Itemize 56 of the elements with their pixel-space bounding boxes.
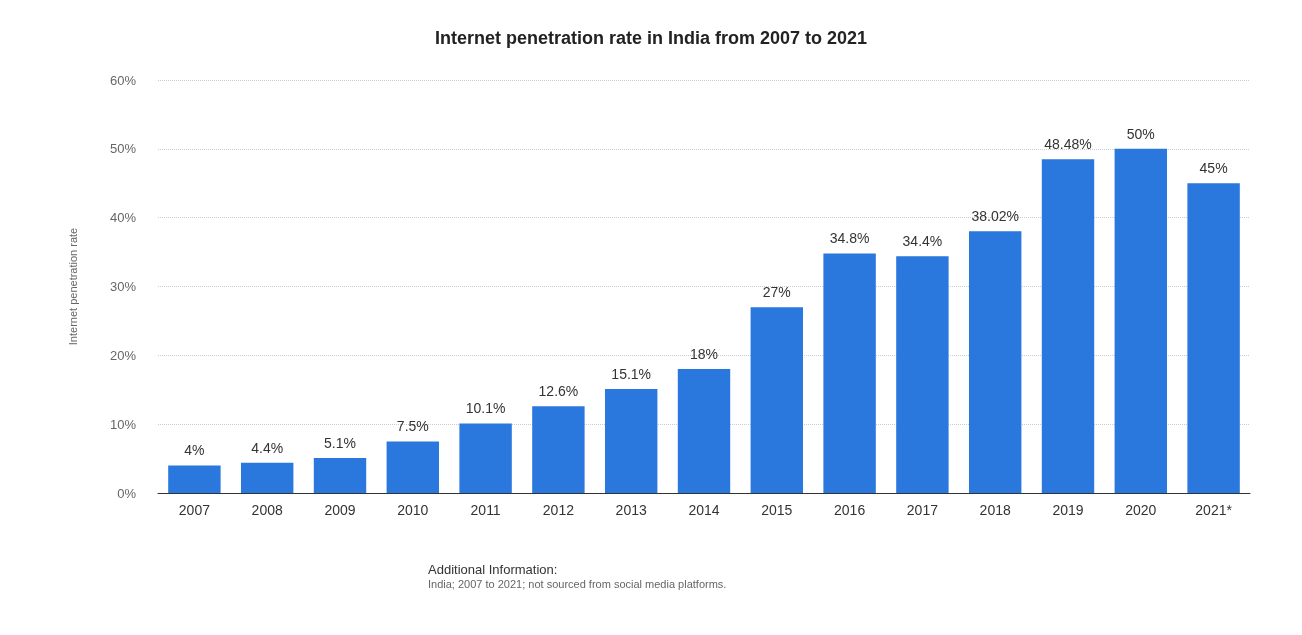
text: Additional Information:	[428, 562, 558, 577]
bar	[313, 457, 367, 493]
y-tick-label: 40%	[109, 210, 137, 226]
bar	[386, 441, 440, 493]
x-tick-label: 2019	[1052, 502, 1084, 518]
y-tick-label: 10%	[109, 416, 137, 432]
bar	[823, 253, 876, 493]
data-label: 27%	[762, 284, 791, 301]
data-label: 50%	[1126, 125, 1155, 142]
bar	[604, 389, 658, 493]
data-label: 12.6%	[538, 383, 579, 400]
data-label: 38.02%	[971, 208, 1019, 225]
x-tick-label: 2016	[834, 502, 866, 518]
x-tick-label: 2021*	[1195, 502, 1233, 518]
data-label: 15.1%	[611, 366, 652, 383]
bar	[459, 423, 512, 493]
x-tick-label: 2008	[251, 502, 283, 518]
data-label: 45%	[1199, 160, 1228, 177]
data-label: 18%	[689, 346, 719, 363]
y-tick-label: 30%	[109, 279, 137, 294]
bar	[1187, 183, 1240, 493]
x-tick-label: 2010	[397, 502, 429, 518]
x-tick-label: 2017	[906, 502, 939, 518]
y-tick-label: 60%	[109, 72, 137, 88]
bar	[750, 307, 804, 493]
x-tick-label: 2013	[615, 502, 647, 518]
data-label: 34.8%	[829, 230, 870, 247]
bar	[240, 462, 294, 493]
x-tick-label: 2007	[178, 502, 211, 518]
x-tick-label: 2009	[324, 502, 356, 518]
x-tick-label: 2012	[542, 502, 575, 518]
y-tick-label: 0%	[117, 485, 137, 501]
x-tick-label: 2011	[470, 502, 501, 518]
data-label: 10.1%	[465, 400, 506, 417]
bar	[968, 231, 1022, 493]
bar	[677, 369, 731, 493]
y-tick-label: 20%	[109, 347, 137, 363]
bar	[168, 465, 221, 493]
x-tick-label: 2014	[688, 502, 720, 518]
bar	[896, 256, 949, 493]
bar	[1114, 148, 1168, 493]
x-tick-label: 2015	[761, 502, 793, 518]
y-axis-title: Internet penetration rate	[66, 227, 79, 346]
x-tick-label: 2018	[979, 502, 1011, 518]
bar	[532, 406, 585, 493]
bar	[1041, 159, 1095, 493]
x-tick-label: 2020	[1125, 502, 1157, 518]
data-label: 48.48%	[1044, 136, 1092, 153]
data-label: 34.4%	[902, 233, 943, 250]
data-label: 4.4%	[251, 439, 284, 456]
chart-title: Internet penetration rate in India from 2007 to 2021	[434, 28, 868, 48]
text: India; 2007 to 2021; not sourced from social media platforms.	[428, 577, 727, 590]
data-label: 4%	[184, 442, 205, 459]
data-label: 7.5%	[396, 418, 429, 435]
y-tick-label: 50%	[109, 141, 137, 157]
data-label: 5.1%	[324, 434, 356, 451]
